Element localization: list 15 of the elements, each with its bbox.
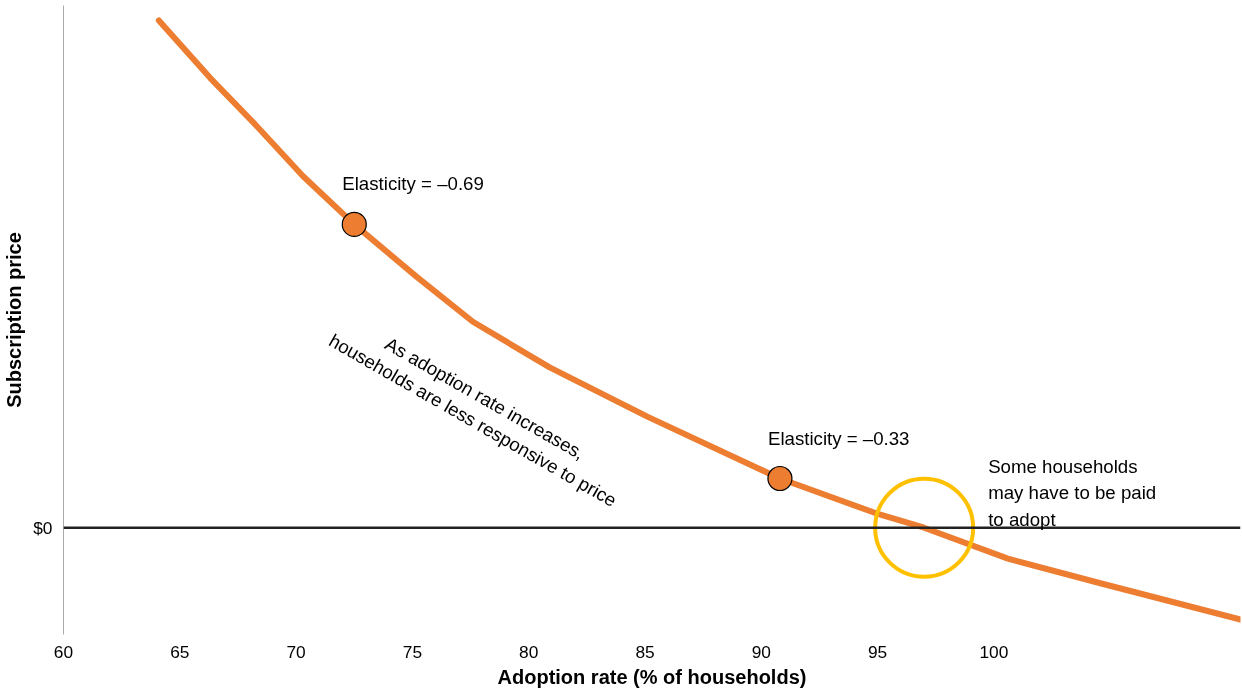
x-tick-label: 95 xyxy=(867,641,888,662)
x-tick-label: 60 xyxy=(53,641,74,662)
x-tick-label: 70 xyxy=(286,641,306,662)
annotation: Elasticity = –0.69 xyxy=(342,173,484,195)
x-tick-label: 85 xyxy=(635,641,655,662)
annotation: Elasticity = –0.33 xyxy=(767,427,910,449)
x-tick-label: 75 xyxy=(402,641,423,662)
annotation: Some households may have to be paid to adopt xyxy=(988,456,1157,530)
y-axis-title: Subscription price xyxy=(3,232,26,408)
x-tick-label: 80 xyxy=(519,641,539,662)
x-tick-label: 100 xyxy=(979,641,1009,662)
x-axis-title: Adoption rate (% of households) xyxy=(497,665,807,688)
x-tick-label: 65 xyxy=(170,641,190,662)
x-tick-label: 90 xyxy=(751,641,771,662)
ref-line-label: $0 xyxy=(33,517,53,538)
